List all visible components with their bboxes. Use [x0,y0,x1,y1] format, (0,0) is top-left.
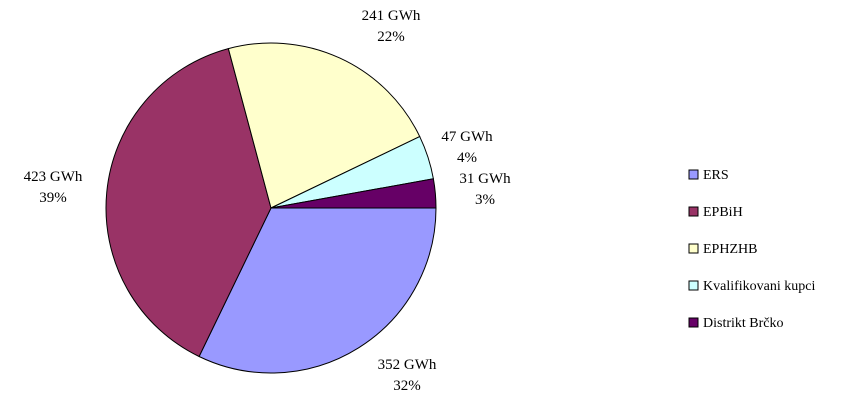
data-label-value: 31 GWh [459,171,511,187]
pie-slice-ers [198,207,437,374]
legend: ERS EPBiH EPHZHB Kvalifikovani kupci Distrik… [688,168,815,331]
pie-slice-epbih [105,47,272,358]
legend-label: EPBiH [703,205,743,220]
pie-slice-ephzhb [227,42,421,209]
data-label-percent: 4% [457,150,477,166]
data-label-value: 423 GWh [24,169,83,185]
legend-label: Kvalifikovani kupci [703,279,815,294]
legend-label: EPHZHB [703,242,757,257]
legend-swatch [688,280,699,291]
legend-label: Distrikt Brčko [703,316,784,331]
legend-swatch [688,206,699,217]
pie-slices [105,42,437,374]
data-label-value: 241 GWh [362,8,421,24]
data-label-percent: 22% [377,29,405,45]
data-label-value: 47 GWh [441,129,493,145]
data-label-value: 352 GWh [378,357,437,373]
data-label-percent: 39% [39,190,67,206]
data-label-percent: 32% [393,378,421,394]
data-label-percent: 3% [475,192,495,208]
legend-swatch [688,317,699,328]
legend-label: ERS [703,168,729,183]
pie-data-labels: 352 GWh 32% 423 GWh 39% 241 GWh 22% 47 GWh 4% 31… [24,8,511,394]
legend-swatch [688,243,699,254]
legend-swatch [688,169,699,180]
pie-slice-distrikt-br-ko [270,178,437,209]
